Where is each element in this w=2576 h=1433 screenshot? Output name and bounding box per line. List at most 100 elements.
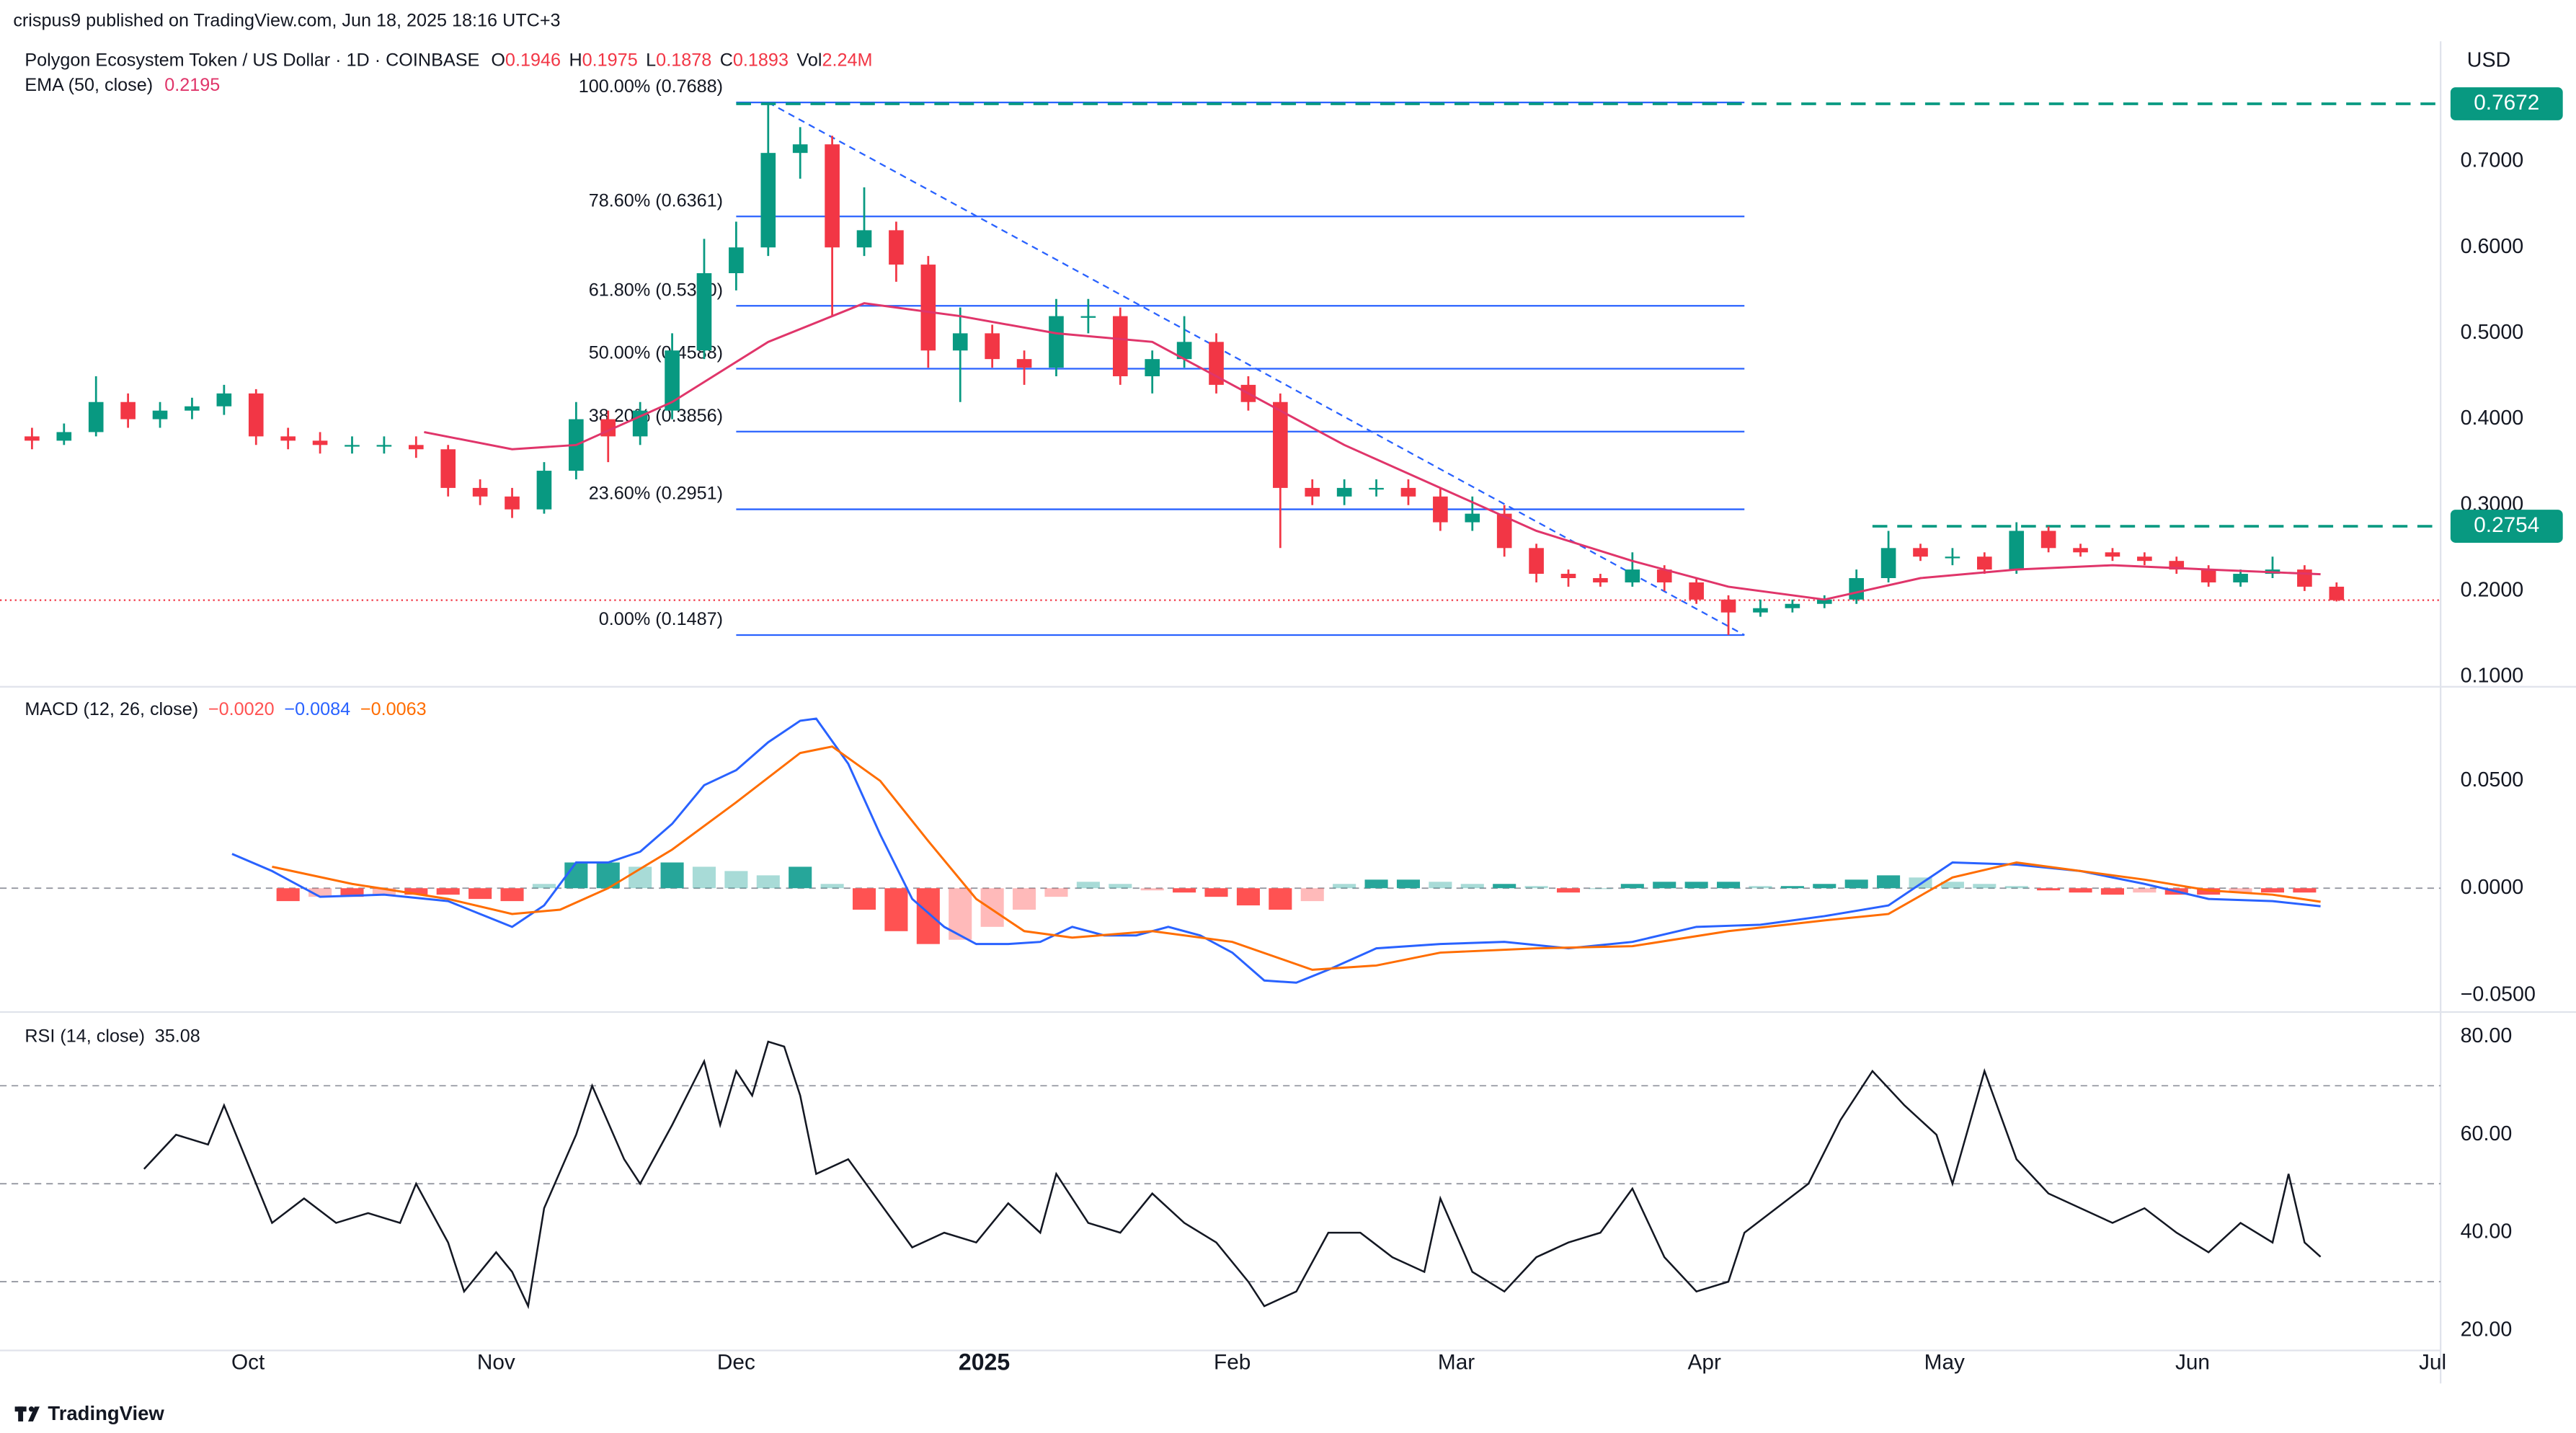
histogram-bar [1556,888,1581,893]
candle-body [792,144,808,154]
candle-body [1785,603,1800,608]
histogram-bar [980,888,1004,927]
histogram-bar [1364,879,1388,889]
candle-body [2073,548,2088,553]
candle-body [1400,487,1416,497]
fib-label: 0.00% (0.1487) [599,609,723,629]
candle-body [1593,578,1608,582]
histogram-bar [1429,882,1452,889]
histogram-bar [1460,884,1484,889]
histogram-bar [340,888,364,897]
candle-body [345,445,360,447]
quote-value: 0.1878 [656,50,711,70]
candle-body [1369,487,1384,490]
candle-body [985,333,1000,360]
candle-body [1112,316,1128,376]
candle-body [2040,531,2056,549]
histogram-bar [276,888,300,902]
y-tick-label: 0.6000 [2461,235,2524,258]
histogram-bar [1493,884,1516,889]
histogram-bar [1396,879,1421,889]
price-tag-label: 0.7672 [2474,91,2539,115]
rsi-line [143,1040,2322,1310]
candle-body [1465,513,1480,523]
histogram-bar [2037,888,2061,891]
histogram-bar [1109,884,1132,889]
histogram-bar [1940,882,1964,889]
y-tick-label: 0.5000 [2461,321,2524,344]
x-tick-label: Nov [477,1351,515,1375]
candle-body [2105,552,2120,557]
candle-body [152,410,168,420]
histogram-bar [2229,888,2252,893]
histogram-bar [1780,886,1804,889]
y-tick-label: 0.2000 [2461,578,2524,601]
candle-body [408,445,424,450]
histogram-bar [500,888,524,902]
candle-body [88,401,104,432]
candle-body [1273,401,1288,488]
histogram-bar [1044,888,1068,897]
candle-body [1176,342,1192,360]
histogram-bar [532,884,556,889]
rsi-legend: RSI (14, close) 35.08 [25,1026,200,1046]
currency: USD [2467,48,2510,71]
y-tick-label: 20.00 [2461,1318,2513,1341]
histogram-bar [1717,882,1741,889]
publisher: crispus9 published on TradingView.com, J… [13,10,560,30]
candle-body [1625,569,1640,582]
candle-body [825,144,840,248]
quote-key: L [646,50,656,70]
histogram-bar [1684,882,1708,889]
candle-body [2200,569,2216,582]
quote-key: O [491,50,505,70]
candle-body [2009,531,2025,570]
y-tick-label: −0.0500 [2461,983,2536,1006]
indicator-value: 35.08 [155,1026,200,1046]
candle-body [312,440,328,445]
candle-body [505,496,520,510]
candle-body [760,153,776,248]
indicator-name: EMA (50, close) [25,75,153,95]
fib-label: 100.00% (0.7688) [579,76,723,97]
symbol-name: Polygon Ecosystem Token / US Dollar · 1D… [25,50,479,70]
candle-body [1049,316,1064,368]
histogram-bar [564,862,588,889]
candle-body [1689,582,1704,600]
x-tick-label: Apr [1688,1351,1721,1375]
candle-body [952,333,968,351]
candle-body [665,350,680,411]
histogram-bar [1300,888,1324,902]
candle-body [1880,548,1896,579]
quote-key: Vol [796,50,822,70]
candle-body [1529,548,1544,574]
histogram-bar [308,888,332,897]
candle-body [25,436,40,441]
candle-body [1433,496,1448,523]
y-tick-label: 0.4000 [2461,407,2524,430]
x-tick-label: Jun [2175,1351,2210,1375]
candle-body [1816,599,1832,604]
candle-body [1145,359,1160,376]
macd-line [272,745,2321,971]
candle-body [440,449,456,488]
histogram-bar [852,888,876,910]
candle-body [696,272,712,351]
candle-body [536,471,552,510]
quote-value: 2.24M [822,50,872,70]
histogram-bar [916,888,940,944]
candle-body [1656,569,1672,582]
candle-body [2137,556,2152,562]
candle-body [1496,513,1512,549]
fib-label: 23.60% (0.2951) [589,484,723,504]
price-tag [2450,510,2563,543]
logo [14,1406,40,1421]
candle-body [1753,608,1768,613]
histogram-bar [629,866,652,889]
histogram-bar [1204,888,1228,897]
histogram-bar [1620,884,1644,889]
histogram-bar [468,888,492,900]
histogram-bar [660,862,684,889]
